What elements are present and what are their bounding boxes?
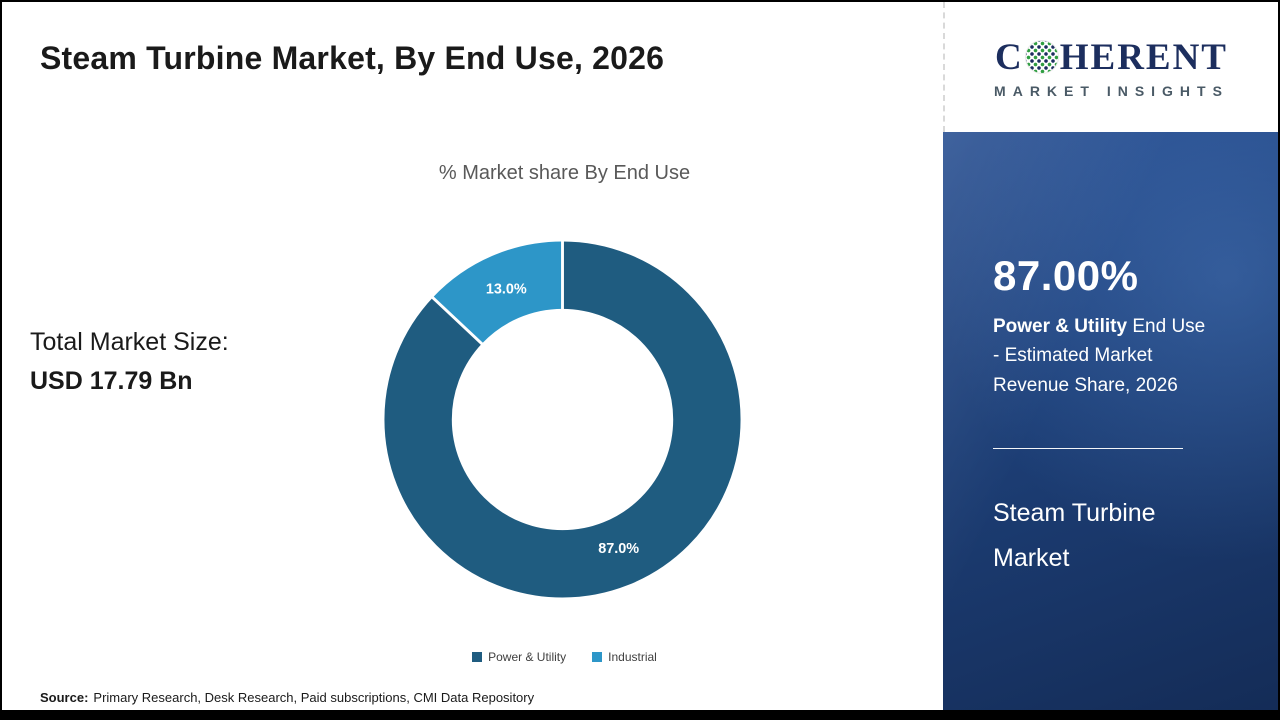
main-panel: Steam Turbine Market, By End Use, 2026 %… <box>2 2 943 710</box>
brand-letter-c: C <box>995 36 1024 78</box>
source-text: Primary Research, Desk Research, Paid su… <box>93 689 535 705</box>
market-size-label: Total Market Size: <box>30 328 229 356</box>
sidebar-divider <box>993 448 1183 450</box>
chart-legend: Power & Utility Industrial <box>372 650 757 664</box>
legend-swatch-power-utility <box>472 652 483 662</box>
stat-value: 87.00% <box>993 252 1139 299</box>
brand-subtitle: MARKET INSIGHTS <box>994 82 1229 99</box>
total-market-size: Total Market Size: USD 17.79 Bn <box>30 328 229 396</box>
brand-logo: C HERENT MARKET INSIGHTS <box>943 2 1278 132</box>
source-row: Source: Primary Research, Desk Research,… <box>2 684 943 710</box>
brand-letters-rest: HERENT <box>1059 36 1228 78</box>
report-name: Steam Turbine Market <box>993 499 1156 573</box>
source-label: Source: <box>40 689 89 705</box>
market-size-value: USD 17.79 Bn <box>30 367 193 395</box>
legend-label-power-utility: Power & Utility <box>488 650 567 664</box>
donut-chart: 87.0% 13.0% <box>370 227 755 612</box>
stat-description: Power & Utility End Use - Estimated Mark… <box>993 312 1211 400</box>
chart-title: % Market share By End Use <box>438 162 691 184</box>
globe-dots-icon <box>1024 40 1059 74</box>
donut-svg: 87.0% 13.0% <box>384 240 741 598</box>
page-title: Steam Turbine Market, By End Use, 2026 <box>40 40 665 76</box>
legend-label-industrial: Industrial <box>608 650 657 664</box>
brand-logo-wordmark: C HERENT <box>995 36 1228 79</box>
highlight-sidebar: 87.00% Power & Utility End Use - Estimat… <box>943 132 1278 710</box>
right-column: C HERENT MARKET INSIGHTS 87.00% Power & … <box>943 2 1278 710</box>
legend-item-industrial: Industrial <box>592 650 657 664</box>
slice-label-1: 13.0% <box>486 281 527 297</box>
slice-separators <box>431 240 564 421</box>
stat-description-rest: End Use - Estimated Market Revenue Share… <box>993 316 1206 396</box>
bottom-black-bar <box>2 710 1278 718</box>
slice-label-0: 87.0% <box>598 541 639 557</box>
legend-item-power-utility: Power & Utility <box>472 650 566 664</box>
stat-description-bold: Power & Utility <box>993 316 1128 337</box>
legend-swatch-industrial <box>592 652 603 662</box>
